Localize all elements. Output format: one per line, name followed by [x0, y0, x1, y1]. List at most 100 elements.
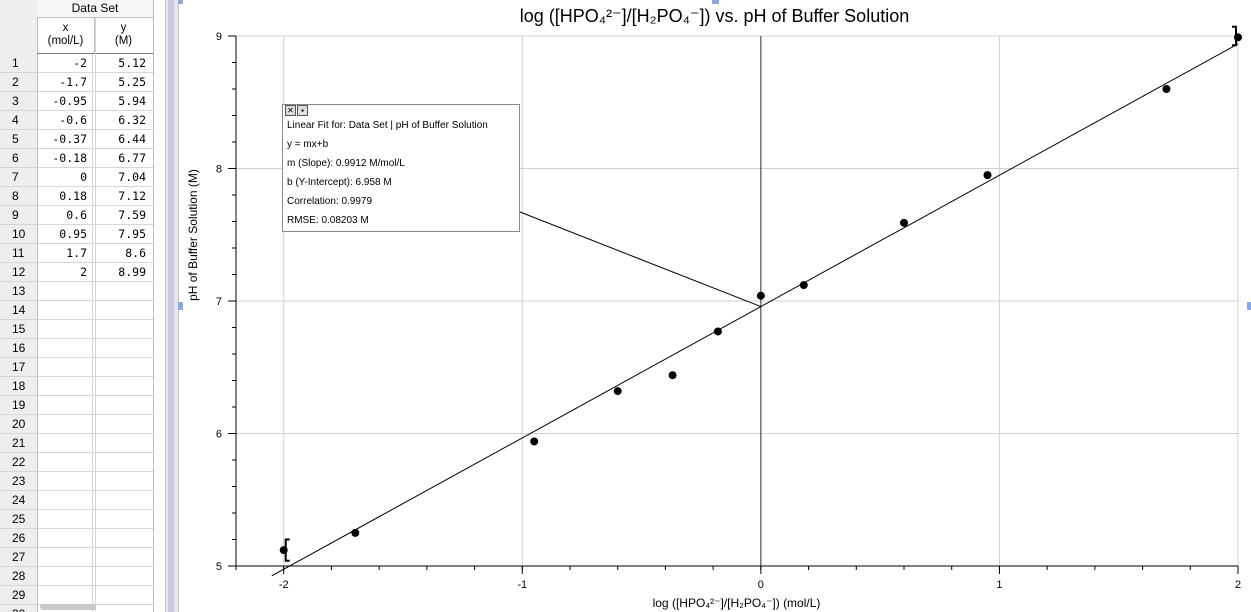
cell-x[interactable]: 0	[37, 168, 93, 186]
horizontal-scrollbar[interactable]	[40, 604, 96, 610]
table-row[interactable]: 3 -0.95 5.94	[0, 92, 153, 111]
data-point[interactable]	[983, 171, 992, 180]
table-row[interactable]: 24	[0, 491, 153, 510]
cell-y[interactable]: 5.12	[118, 56, 146, 70]
cell-y[interactable]	[95, 358, 151, 376]
graph-handle-left[interactable]	[178, 302, 183, 310]
table-row[interactable]: 21	[0, 434, 153, 453]
data-point[interactable]	[613, 387, 622, 396]
cell-x[interactable]: 0.6	[37, 206, 93, 224]
cell-x[interactable]	[37, 377, 93, 395]
table-row[interactable]: 4 -0.6 6.32	[0, 111, 153, 130]
cell-y[interactable]	[95, 453, 151, 471]
cell-x[interactable]	[37, 415, 93, 433]
cell-y[interactable]	[95, 434, 151, 452]
graph-handle-top[interactable]	[712, 0, 719, 4]
column-header-y[interactable]: y (M)	[95, 18, 152, 53]
cell-x[interactable]: 2	[37, 263, 93, 281]
scatter-plot[interactable]: -2 -1 0 1 2 5 6 7 8 9	[178, 0, 1251, 612]
data-point[interactable]	[279, 546, 288, 555]
pane-splitter[interactable]	[165, 0, 179, 612]
data-point[interactable]	[1162, 85, 1171, 93]
cell-x[interactable]	[37, 358, 93, 376]
cell-y[interactable]	[95, 567, 151, 585]
cell-x[interactable]: 0.95	[37, 225, 93, 243]
cell-x[interactable]	[37, 472, 93, 490]
cell-y[interactable]: 6.32	[118, 113, 146, 127]
cell-y[interactable]	[95, 301, 151, 319]
cell-y[interactable]	[95, 491, 151, 509]
cell-y[interactable]: 8.99	[118, 265, 146, 279]
cell-y[interactable]	[95, 320, 151, 338]
data-point[interactable]	[713, 327, 722, 336]
cell-x[interactable]	[37, 396, 93, 414]
cell-y[interactable]	[95, 548, 151, 566]
cell-y[interactable]	[95, 586, 151, 604]
table-row[interactable]: 28	[0, 567, 153, 586]
fit-line[interactable]	[271, 43, 1239, 577]
table-row[interactable]: 27	[0, 548, 153, 567]
data-point[interactable]	[1234, 33, 1242, 42]
table-row[interactable]: 8 0.18 7.12	[0, 187, 153, 206]
table-row[interactable]: 17	[0, 358, 153, 377]
cell-y[interactable]: 6.44	[118, 132, 146, 146]
table-row[interactable]: 23	[0, 472, 153, 491]
cell-x[interactable]	[37, 453, 93, 471]
table-row[interactable]: 6 -0.18 6.77	[0, 149, 153, 168]
cell-y[interactable]: 5.94	[118, 94, 146, 108]
cell-y[interactable]: 7.04	[118, 170, 146, 184]
data-point[interactable]	[900, 218, 908, 227]
cell-x[interactable]: -1.7	[37, 73, 93, 91]
data-point[interactable]	[756, 291, 765, 300]
cell-y[interactable]: 7.12	[118, 189, 146, 203]
dataset-title[interactable]: Data Set	[37, 0, 153, 18]
cell-x[interactable]	[37, 529, 93, 547]
cell-x[interactable]	[37, 320, 93, 338]
cell-y[interactable]	[95, 339, 151, 357]
data-point[interactable]	[530, 437, 539, 446]
cell-x[interactable]: -0.95	[37, 92, 93, 110]
close-icon[interactable]: ✕	[285, 105, 296, 116]
cell-x[interactable]	[37, 301, 93, 319]
table-row[interactable]: 25	[0, 510, 153, 529]
cell-x[interactable]: 0.18	[37, 187, 93, 205]
data-point[interactable]	[668, 371, 677, 380]
cell-x[interactable]	[37, 434, 93, 452]
table-row[interactable]: 22	[0, 453, 153, 472]
table-row[interactable]: 15	[0, 320, 153, 339]
cell-y[interactable]	[95, 396, 151, 414]
cell-x[interactable]	[37, 567, 93, 585]
cell-y[interactable]	[95, 510, 151, 528]
cell-y[interactable]	[95, 377, 151, 395]
table-row[interactable]: 20	[0, 415, 153, 434]
table-row[interactable]: 2 -1.7 5.25	[0, 73, 153, 92]
table-row[interactable]: 1 -2 5.12	[0, 54, 153, 73]
table-row[interactable]: 7 0 7.04	[0, 168, 153, 187]
cell-x[interactable]: -0.6	[37, 111, 93, 129]
cell-x[interactable]	[37, 491, 93, 509]
cell-x[interactable]: 1.7	[37, 244, 93, 262]
cell-x[interactable]: -0.37	[37, 130, 93, 148]
cell-y[interactable]: 7.95	[118, 227, 146, 241]
cell-y[interactable]	[95, 605, 151, 612]
table-row[interactable]: 18	[0, 377, 153, 396]
cell-y[interactable]	[95, 472, 151, 490]
cell-x[interactable]	[37, 548, 93, 566]
cell-y[interactable]: 5.25	[118, 75, 146, 89]
table-row[interactable]: 11 1.7 8.6	[0, 244, 153, 263]
graph-handle-top-left[interactable]	[178, 0, 183, 4]
table-row[interactable]: 26	[0, 529, 153, 548]
table-row[interactable]: 16	[0, 339, 153, 358]
column-header-x[interactable]: x (mol/L)	[37, 18, 95, 53]
cell-x[interactable]	[37, 339, 93, 357]
linear-fit-box[interactable]: ✕ ▪ Linear Fit for: Data Set | pH of Buff…	[282, 104, 520, 232]
data-point[interactable]	[799, 281, 808, 290]
cell-x[interactable]	[37, 586, 93, 604]
graph-handle-right[interactable]	[1247, 302, 1251, 310]
cell-y[interactable]: 8.6	[125, 246, 146, 260]
table-row[interactable]: 14	[0, 301, 153, 320]
table-row[interactable]: 5 -0.37 6.44	[0, 130, 153, 149]
cell-y[interactable]	[95, 282, 151, 300]
cell-y[interactable]	[95, 415, 151, 433]
cell-y[interactable]: 6.77	[118, 151, 146, 165]
